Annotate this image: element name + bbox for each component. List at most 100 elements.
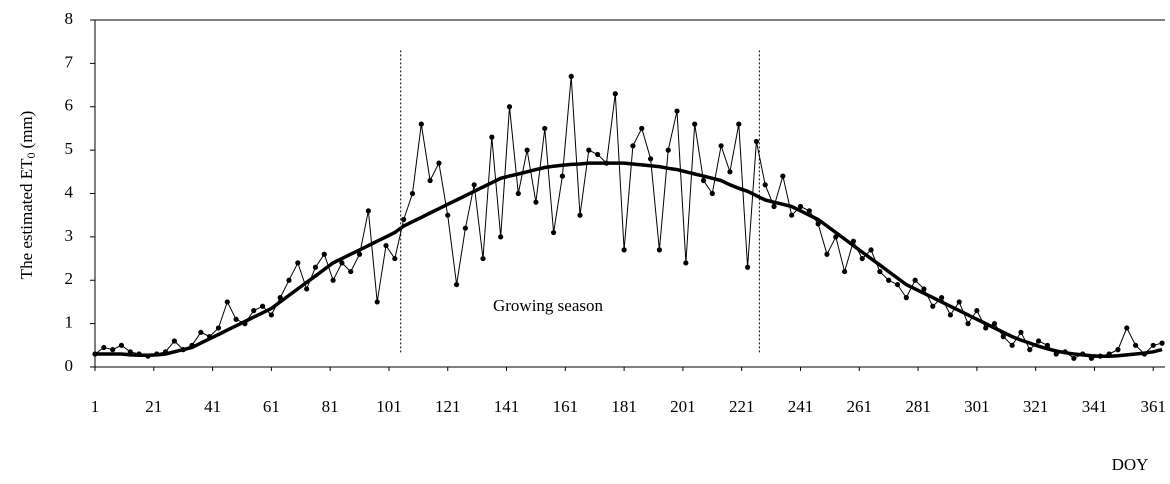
daily-point xyxy=(886,277,892,283)
x-tick-label: 361 xyxy=(1140,397,1166,416)
daily-point xyxy=(515,190,521,197)
daily-point xyxy=(930,303,936,309)
daily-point xyxy=(436,160,442,166)
daily-point xyxy=(612,91,618,97)
daily-point xyxy=(938,295,945,301)
daily-point xyxy=(797,203,804,210)
daily-point xyxy=(718,143,724,149)
daily-point xyxy=(480,255,486,262)
x-tick-label: 341 xyxy=(1082,397,1108,416)
daily-point xyxy=(1124,325,1130,331)
x-axis-label: DOY xyxy=(1112,455,1149,474)
daily-point xyxy=(542,125,548,132)
daily-point xyxy=(727,169,733,175)
daily-point xyxy=(409,190,416,197)
annotation: Growing season xyxy=(493,296,604,315)
daily-point xyxy=(621,247,627,253)
daily-point xyxy=(118,342,125,348)
x-tick-label: 141 xyxy=(494,397,520,416)
daily-point xyxy=(392,255,398,262)
daily-point xyxy=(683,260,689,266)
daily-point xyxy=(595,151,601,158)
daily-point xyxy=(780,173,786,179)
daily-point xyxy=(383,242,389,249)
daily-point xyxy=(656,247,662,253)
daily-point xyxy=(427,177,433,184)
daily-point xyxy=(921,286,927,292)
daily-point xyxy=(559,173,565,179)
x-tick-label: 221 xyxy=(729,397,755,416)
daily-point xyxy=(1027,347,1033,353)
trend-line xyxy=(95,161,1163,358)
daily-point xyxy=(1000,334,1006,340)
x-tick-label: 201 xyxy=(670,397,696,416)
daily-point xyxy=(762,182,768,188)
daily-point xyxy=(700,177,707,184)
y-tick-label: 3 xyxy=(65,226,74,245)
x-tick-label: 21 xyxy=(145,397,162,416)
x-tick-label: 181 xyxy=(611,397,637,416)
daily-point xyxy=(859,255,865,262)
y-tick-label: 4 xyxy=(65,182,74,201)
x-tick-label: 301 xyxy=(964,397,990,416)
daily-point xyxy=(321,251,327,257)
daily-point xyxy=(171,338,177,344)
daily-point xyxy=(348,268,354,275)
y-tick-label: 1 xyxy=(65,313,74,332)
daily-point xyxy=(330,277,336,283)
daily-point xyxy=(304,286,310,292)
daily-point xyxy=(1009,342,1015,348)
x-tick-label: 41 xyxy=(204,397,221,416)
daily-point xyxy=(947,312,954,318)
daily-point xyxy=(912,277,918,283)
daily-point xyxy=(498,234,504,240)
x-tick-label: 241 xyxy=(788,397,814,416)
daily-point xyxy=(418,121,424,127)
y-label-main: The estimated ET xyxy=(17,158,36,279)
daily-point xyxy=(639,125,645,132)
daily-point xyxy=(674,108,680,114)
daily-point xyxy=(1035,338,1042,344)
daily-point xyxy=(665,147,671,153)
daily-point xyxy=(550,229,557,236)
daily-point xyxy=(224,299,230,305)
daily-point xyxy=(533,199,539,205)
x-tick-label: 101 xyxy=(376,397,402,416)
daily-point xyxy=(295,260,301,266)
daily-point xyxy=(1159,340,1165,346)
daily-point xyxy=(1150,342,1156,348)
daily-point xyxy=(462,225,468,231)
daily-point xyxy=(259,303,266,309)
daily-point xyxy=(771,203,777,210)
daily-point xyxy=(709,190,715,197)
daily-point xyxy=(841,268,848,275)
daily-point xyxy=(586,147,592,153)
daily-point xyxy=(868,247,874,253)
daily-point xyxy=(251,308,257,314)
daily-point xyxy=(577,212,583,218)
daily-point xyxy=(965,321,971,327)
daily-point xyxy=(101,344,107,351)
daily-point xyxy=(1071,355,1077,361)
daily-point xyxy=(198,329,204,335)
daily-point xyxy=(877,268,883,275)
y-label-unit: (mm) xyxy=(17,111,36,149)
daily-point xyxy=(956,299,962,305)
daily-point xyxy=(647,156,654,162)
y-tick-label: 2 xyxy=(65,269,74,288)
y-label-subscript: 0 xyxy=(24,152,38,158)
x-tick-label: 321 xyxy=(1023,397,1049,416)
daily-point xyxy=(789,212,795,218)
y-tick-label: 7 xyxy=(65,52,74,71)
daily-point xyxy=(215,325,222,331)
daily-point xyxy=(983,325,989,331)
daily-point xyxy=(692,121,698,127)
daily-point xyxy=(1133,342,1139,348)
daily-point xyxy=(903,295,909,301)
daily-point xyxy=(1115,347,1121,353)
x-tick-label: 1 xyxy=(91,397,100,416)
daily-point xyxy=(806,208,812,214)
daily-point xyxy=(365,208,371,214)
